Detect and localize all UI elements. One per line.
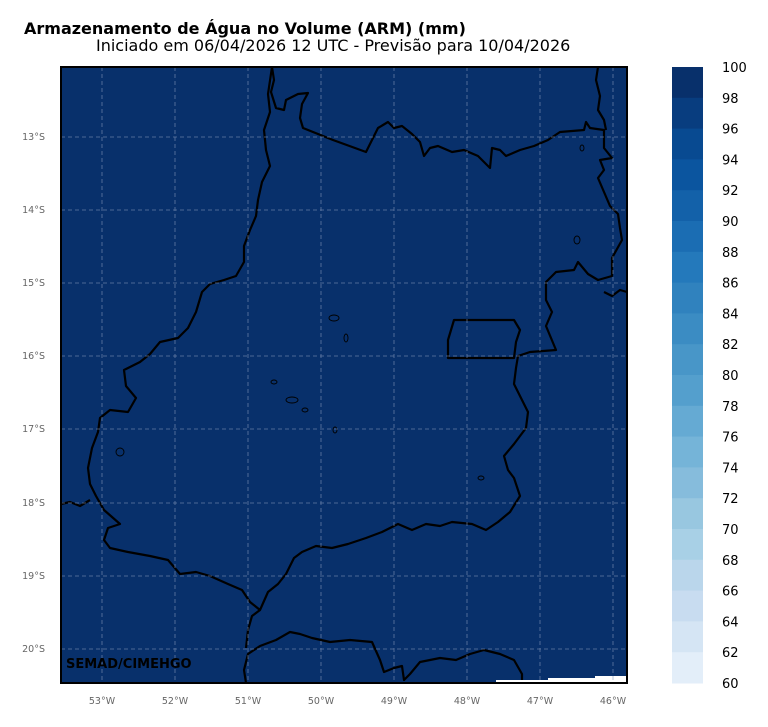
lon-tick-label: 52°W	[162, 696, 189, 707]
lon-tick-label: 51°W	[235, 696, 262, 707]
grid-lines	[61, 67, 627, 683]
colorbar-tick-label: 84	[722, 307, 739, 322]
lon-tick-label: 48°W	[454, 696, 481, 707]
colorbar-band	[672, 467, 703, 499]
lon-tick-label: 49°W	[381, 696, 408, 707]
colorbar-band	[672, 97, 703, 130]
colorbar-tick-label: 86	[722, 277, 739, 292]
colorbar-tick-label: 76	[722, 431, 739, 446]
colorbar-band	[672, 498, 703, 530]
colorbar-tick-label: 66	[722, 585, 739, 600]
colorbar-band	[672, 559, 703, 592]
goias-border	[86, 66, 624, 612]
colorbar-tick-label: 74	[722, 461, 739, 476]
colorbar-band	[672, 67, 703, 99]
lat-tick-label: 17°S	[22, 424, 45, 435]
lon-tick-label: 47°W	[527, 696, 554, 707]
colorbar-band	[672, 375, 703, 407]
df-border	[446, 318, 522, 360]
colorbar-tick-label: 70	[722, 523, 739, 538]
colorbar-tick-label: 78	[722, 400, 739, 415]
colorbar-tick-label: 64	[722, 615, 739, 630]
colorbar-tick-label: 82	[722, 338, 739, 353]
lon-tick-label: 53°W	[89, 696, 116, 707]
colorbar-band	[672, 159, 703, 191]
map-title: Armazenamento de Água no Volume (ARM) (m…	[24, 19, 466, 38]
lat-tick-label: 13°S	[22, 132, 45, 143]
south-border	[242, 630, 524, 684]
lat-tick-label: 19°S	[22, 571, 45, 582]
latitude-ticks: 13°S 14°S 15°S 16°S 17°S 18°S 19°S 20°S	[22, 132, 45, 655]
south-branch	[244, 609, 261, 649]
map-subtitle: Iniciado em 06/04/2026 12 UTC - Previsão…	[96, 36, 571, 55]
map-area	[61, 67, 627, 683]
east-edge	[594, 66, 608, 131]
colorbar	[672, 67, 703, 684]
lat-tick-label: 14°S	[22, 205, 45, 216]
colorbar-tick-label: 90	[722, 215, 739, 230]
east-spur	[603, 288, 628, 298]
colorbar-band	[672, 405, 703, 438]
colorbar-band	[672, 221, 703, 253]
lat-tick-label: 15°S	[22, 278, 45, 289]
colorbar-band	[672, 313, 703, 345]
colorbar-band	[672, 282, 703, 314]
colorbar-tick-label: 72	[722, 492, 739, 507]
colorbar-band	[672, 128, 703, 160]
colorbar-tick-label: 98	[722, 92, 739, 107]
colorbar-band	[672, 251, 703, 284]
colorbar-labels: 100 98 96 94 92 90 88 86 84 82 80 78 76 74 72 70 68 66 64 6…	[722, 61, 747, 692]
colorbar-band	[672, 344, 703, 376]
colorbar-band	[672, 436, 703, 468]
colorbar-band	[672, 621, 703, 653]
colorbar-tick-label: 92	[722, 184, 739, 199]
lakes	[115, 144, 585, 481]
lon-tick-label: 50°W	[308, 696, 335, 707]
colorbar-tick-label: 68	[722, 554, 739, 569]
lat-tick-label: 16°S	[22, 351, 45, 362]
longitude-ticks: 53°W 52°W 51°W 50°W 49°W 48°W 47°W 46°W	[89, 696, 627, 707]
lon-tick-label: 46°W	[600, 696, 627, 707]
no-data-area	[496, 676, 627, 683]
colorbar-tick-label: 94	[722, 153, 739, 168]
colorbar-band	[672, 590, 703, 622]
colorbar-band	[672, 190, 703, 222]
map-frame	[60, 66, 628, 684]
colorbar-band	[672, 529, 703, 561]
colorbar-tick-label: 88	[722, 246, 739, 261]
colorbar-tick-label: 80	[722, 369, 739, 384]
credit-label: SEMAD/CIMEHGO	[66, 657, 192, 672]
colorbar-tick-label: 96	[722, 123, 739, 138]
lat-tick-label: 18°S	[22, 498, 45, 509]
colorbar-tick-label: 100	[722, 61, 747, 76]
lat-tick-label: 20°S	[22, 644, 45, 655]
colorbar-tick-label: 60	[722, 677, 739, 692]
colorbar-band	[672, 652, 703, 684]
colorbar-tick-label: 62	[722, 646, 739, 661]
